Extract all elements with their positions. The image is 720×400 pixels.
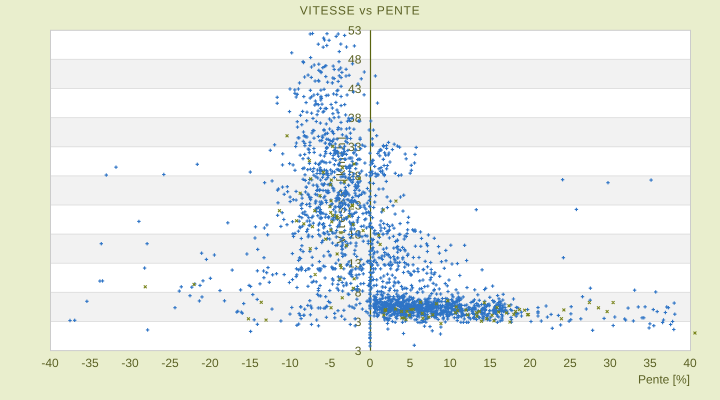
svg-text:25: 25 [563,356,577,370]
svg-text:-20: -20 [201,356,219,370]
svg-text:40: 40 [683,356,697,370]
svg-text:-25: -25 [161,356,179,370]
svg-text:35: 35 [643,356,657,370]
svg-text:48: 48 [348,53,362,67]
svg-text:5: 5 [407,356,414,370]
svg-text:3: 3 [355,344,362,358]
svg-text:33: 33 [348,140,362,154]
svg-text:-5: -5 [325,356,336,370]
svg-text:-35: -35 [81,356,99,370]
svg-text:13: 13 [348,257,362,271]
svg-text:VITESSE vs PENTE: VITESSE vs PENTE [300,4,421,18]
svg-text:15: 15 [483,356,497,370]
svg-text:-10: -10 [281,356,299,370]
svg-text:Pente [%]: Pente [%] [638,372,690,386]
svg-text:8: 8 [355,286,362,300]
svg-text:30: 30 [603,356,617,370]
svg-text:3: 3 [355,315,362,329]
svg-text:53: 53 [348,24,362,38]
svg-text:10: 10 [443,356,457,370]
svg-text:20: 20 [523,356,537,370]
svg-text:-40: -40 [41,356,59,370]
svg-text:-15: -15 [241,356,259,370]
svg-text:-30: -30 [121,356,139,370]
svg-text:0: 0 [367,356,374,370]
